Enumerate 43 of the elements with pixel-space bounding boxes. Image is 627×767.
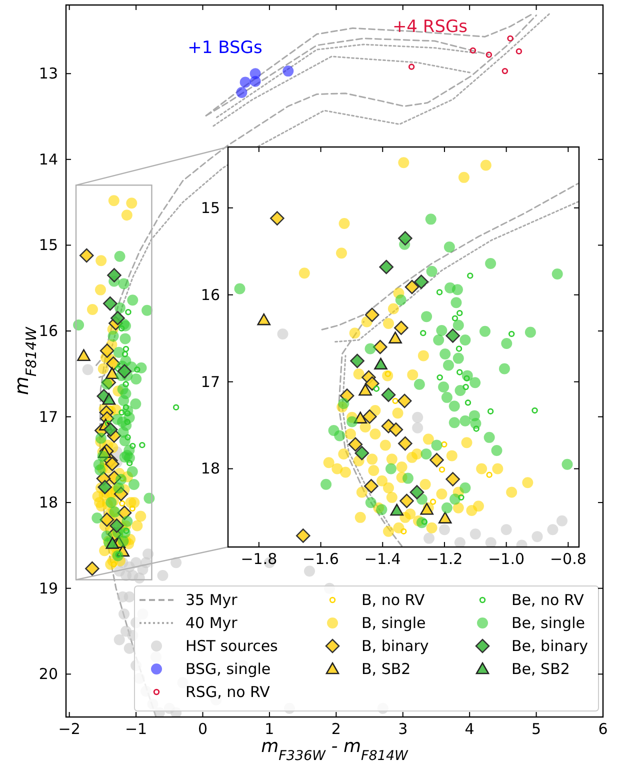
x-tick-label: 4	[464, 720, 474, 738]
legend-label: B, no RV	[362, 591, 426, 609]
legend-label: BSG, single	[186, 660, 271, 678]
legend-label: B, single	[362, 614, 426, 632]
y-tick-label: 18	[200, 460, 220, 478]
annotation: +4 RSGs	[392, 17, 468, 37]
legend-label: Be, binary	[512, 637, 588, 655]
x-tick-label: −0.8	[550, 550, 586, 568]
y-tick-label: 15	[200, 198, 220, 217]
legend-label: 35 Myr	[186, 591, 238, 609]
x-tick-label: −1.2	[426, 550, 463, 568]
x-tick-label: −2	[58, 720, 80, 738]
y-tick-label: 19	[38, 579, 58, 598]
y-tick-label: 13	[38, 64, 58, 83]
x-tick-label: −1	[124, 720, 148, 738]
x-tick-label: 5	[532, 720, 542, 738]
x-tick-label: 2	[331, 720, 341, 738]
legend-label: Be, SB2	[512, 660, 570, 678]
x-tick-label: −1.8	[240, 550, 278, 568]
y-tick-label: 15	[38, 236, 58, 254]
y-tick-label: 17	[200, 372, 220, 391]
x-tick-label: 3	[398, 720, 408, 738]
legend-label: 40 Myr	[186, 614, 238, 632]
legend-label: Be, no RV	[512, 591, 585, 609]
y-tick-label: 17	[38, 408, 58, 426]
x-axis-title: m$_{F336W}$ - m$_{F814W}$	[261, 736, 409, 764]
x-tick-label: 6	[598, 720, 608, 738]
legend-label: B, binary	[362, 637, 429, 655]
y-tick-label: 18	[38, 494, 58, 512]
x-tick-label: 0	[198, 720, 208, 738]
x-tick-label: −1.4	[364, 550, 401, 568]
legend-label: Be, single	[512, 614, 585, 632]
x-tick-label: 1	[264, 720, 274, 738]
legend-label: RSG, no RV	[186, 683, 271, 701]
y-tick-label: 20	[38, 665, 58, 684]
x-tick-label: −1.0	[488, 550, 525, 568]
y-tick-label: 14	[38, 150, 58, 168]
y-tick-label: 16	[38, 322, 58, 340]
annotation: +1 BSGs	[188, 38, 262, 58]
legend-label: HST sources	[186, 637, 278, 655]
x-tick-label: −1.6	[302, 550, 339, 568]
y-tick-label: 16	[200, 286, 220, 304]
legend-label: B, SB2	[362, 660, 411, 678]
